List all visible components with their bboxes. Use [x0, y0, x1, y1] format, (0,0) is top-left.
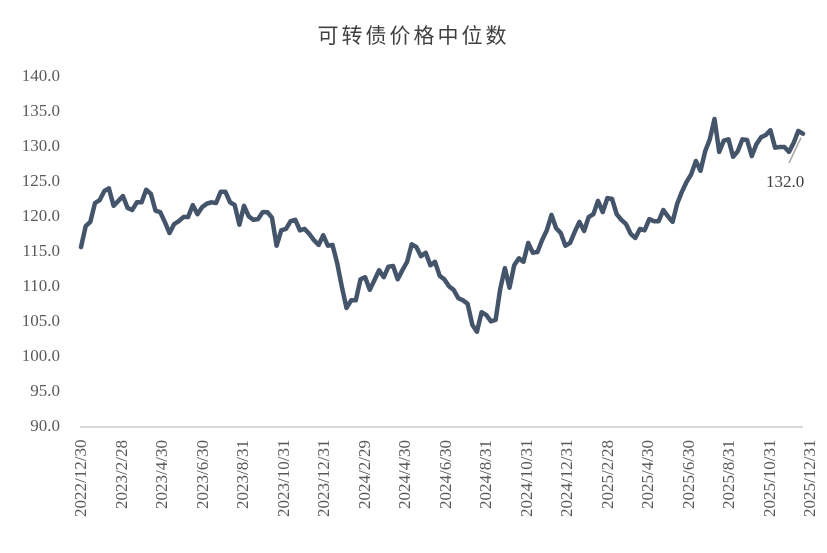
y-tick-label: 110.0 [22, 276, 60, 295]
data-label-leader-line [788, 137, 802, 164]
y-tick-label: 140.0 [21, 66, 60, 85]
y-tick-label: 100.0 [21, 346, 60, 365]
y-tick-label: 125.0 [21, 171, 60, 190]
y-tick-label: 130.0 [21, 136, 60, 155]
y-tick-label: 120.0 [21, 206, 60, 225]
chart-title: 可转债价格中位数 [317, 24, 510, 48]
y-tick-label: 105.0 [21, 311, 60, 330]
y-tick-label: 115.0 [22, 241, 60, 260]
series-line [78, 116, 806, 335]
y-tick-label: 95.0 [30, 381, 60, 400]
y-tick-label: 90.0 [30, 416, 60, 435]
last-value-label: 132.0 [766, 172, 805, 191]
y-tick-label: 135.0 [21, 101, 60, 120]
